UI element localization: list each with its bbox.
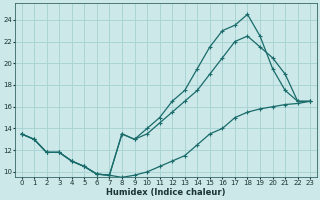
- X-axis label: Humidex (Indice chaleur): Humidex (Indice chaleur): [106, 188, 226, 197]
